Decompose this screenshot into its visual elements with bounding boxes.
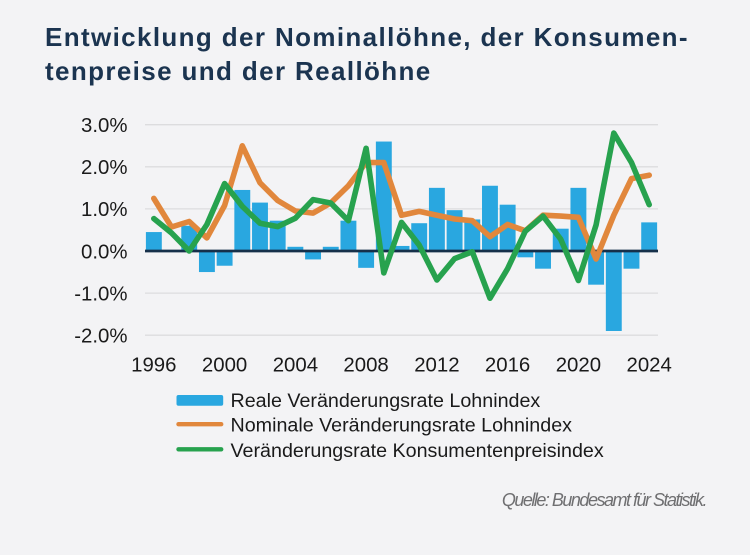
- svg-text:Nominale Veränderungsrate Lohn: Nominale Veränderungsrate Lohnindex: [231, 415, 573, 437]
- svg-text:Veränderungsrate Konsumentenpr: Veränderungsrate Konsumentenpreisindex: [231, 440, 604, 462]
- svg-text:3.0%: 3.0%: [81, 115, 127, 137]
- svg-text:1996: 1996: [131, 354, 176, 376]
- svg-text:2020: 2020: [556, 354, 601, 376]
- svg-text:2012: 2012: [414, 354, 459, 376]
- svg-text:0.0%: 0.0%: [81, 241, 127, 263]
- svg-text:2024: 2024: [627, 354, 672, 376]
- svg-text:2004: 2004: [273, 354, 318, 376]
- svg-text:-2.0%: -2.0%: [74, 326, 127, 348]
- svg-text:2.0%: 2.0%: [81, 157, 127, 179]
- svg-text:2008: 2008: [343, 354, 388, 376]
- svg-text:2000: 2000: [202, 354, 247, 376]
- svg-text:1.0%: 1.0%: [81, 199, 127, 221]
- svg-text:-1.0%: -1.0%: [74, 283, 127, 305]
- svg-text:2016: 2016: [485, 354, 530, 376]
- svg-text:Reale Veränderungsrate Lohnind: Reale Veränderungsrate Lohnindex: [231, 390, 541, 412]
